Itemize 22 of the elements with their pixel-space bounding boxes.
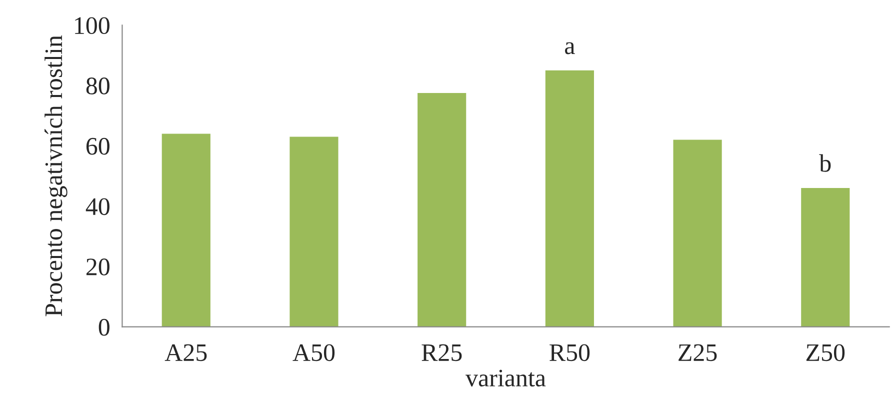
bar <box>162 134 210 327</box>
y-tick-label: 20 <box>86 258 110 276</box>
x-tick-label: Z25 <box>678 344 717 362</box>
y-tick-label: 80 <box>86 78 110 94</box>
x-tick-label: A50 <box>292 344 335 362</box>
annotation: b <box>819 154 831 172</box>
x-tick-label: Z50 <box>806 344 845 362</box>
y-tick-label: 40 <box>86 198 110 216</box>
annotation: a <box>565 42 575 54</box>
y-tick-label: 60 <box>86 138 110 155</box>
bar <box>673 140 722 327</box>
bar <box>545 70 594 327</box>
y-axis-title: Procento negativních rostlin <box>44 35 68 316</box>
x-tick-label: A25 <box>164 344 207 362</box>
bar <box>290 136 338 327</box>
bar <box>801 188 850 327</box>
x-tick-label: R25 <box>422 344 462 362</box>
x-axis-title: varianta <box>466 370 546 387</box>
y-tick-label: 0 <box>98 318 110 336</box>
bar <box>418 93 466 327</box>
x-tick-label: R50 <box>550 344 590 362</box>
y-tick-label: 100 <box>75 17 110 34</box>
